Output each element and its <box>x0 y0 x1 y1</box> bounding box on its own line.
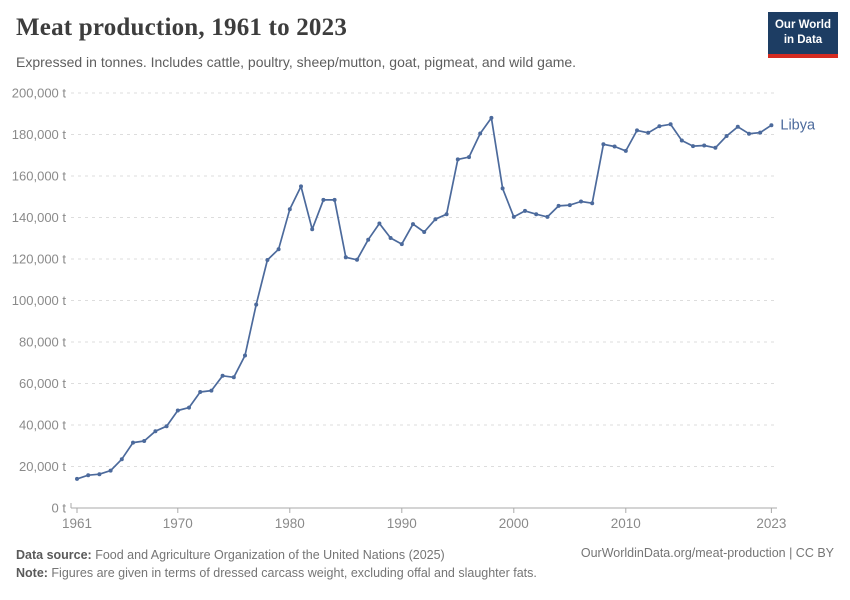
data-point-marker <box>164 424 169 429</box>
data-point-marker <box>97 472 102 477</box>
data-point-marker <box>321 197 326 202</box>
data-point-marker <box>231 375 236 380</box>
series-entity-label[interactable]: Libya <box>780 118 816 134</box>
data-point-marker <box>444 212 449 217</box>
note-label: Note: <box>16 566 48 581</box>
data-source-label: Data source: <box>16 548 92 562</box>
data-point-marker <box>388 236 393 240</box>
footer: Data source: Food and Agriculture Organi… <box>16 546 576 582</box>
data-point-marker <box>119 457 124 462</box>
data-point-marker <box>657 124 662 129</box>
data-point-marker <box>612 144 617 149</box>
data-point-marker <box>523 208 527 213</box>
data-point-marker <box>635 128 639 133</box>
data-point-marker <box>243 353 247 358</box>
x-axis-tick-label: 2000 <box>499 516 529 531</box>
owid-logo-accent-bar <box>768 53 838 58</box>
data-point-marker <box>332 197 337 202</box>
y-axis-tick-label: 40,000 t <box>19 418 66 433</box>
x-axis-tick-label: 1980 <box>275 516 305 531</box>
owid-logo-line2: in Data <box>783 33 823 46</box>
data-point-marker <box>276 247 281 252</box>
data-point-marker <box>646 130 651 135</box>
x-axis-tick-label: 2010 <box>611 516 641 531</box>
y-axis-tick-label: 120,000 t <box>12 252 67 267</box>
data-source-line: Data source: Food and Agriculture Organi… <box>16 546 576 564</box>
y-axis-tick-label: 140,000 t <box>12 210 67 225</box>
data-point-marker <box>511 214 516 219</box>
data-point-marker <box>343 255 348 260</box>
data-point-marker <box>75 476 79 481</box>
data-point-marker <box>758 130 763 135</box>
data-point-marker <box>679 138 684 143</box>
data-point-marker <box>567 203 572 208</box>
data-point-marker <box>220 373 225 378</box>
y-axis-tick-label: 160,000 t <box>12 169 67 184</box>
note-line: Note: Figures are given in terms of dres… <box>16 564 576 582</box>
data-point-marker <box>691 144 695 149</box>
y-axis-tick-label: 60,000 t <box>19 376 66 391</box>
data-point-marker <box>500 186 505 191</box>
y-axis-tick-label: 20,000 t <box>19 459 66 474</box>
data-source-text: Food and Agriculture Organization of the… <box>91 548 445 562</box>
data-point-marker <box>433 217 438 222</box>
y-axis-tick-label: 0 t <box>52 501 67 516</box>
data-point-marker <box>209 388 214 393</box>
x-axis-tick-label: 2023 <box>756 516 786 531</box>
data-point-marker <box>131 440 135 445</box>
y-axis-tick-label: 180,000 t <box>12 127 67 142</box>
owid-logo-text: Our World in Data <box>768 12 838 54</box>
footer-license-link[interactable]: OurWorldinData.org/meat-production | CC … <box>580 546 834 560</box>
data-point-marker <box>455 157 460 162</box>
data-point-marker <box>735 124 740 129</box>
data-point-marker <box>713 145 718 150</box>
page-title: Meat production, 1961 to 2023 <box>16 14 348 41</box>
data-point-marker <box>590 201 595 206</box>
data-point-marker <box>534 212 539 217</box>
data-point-marker <box>601 142 606 147</box>
data-point-marker <box>489 115 494 120</box>
data-point-marker <box>623 148 628 153</box>
data-point-marker <box>142 439 147 443</box>
data-point-marker <box>579 199 583 204</box>
x-axis-tick-label: 1970 <box>163 516 193 531</box>
data-point-marker <box>556 203 561 208</box>
data-point-marker <box>478 131 483 136</box>
data-point-marker <box>287 207 292 212</box>
data-point-marker <box>265 258 270 262</box>
data-point-marker <box>377 221 382 226</box>
data-point-marker <box>366 237 371 242</box>
data-point-marker <box>467 155 471 160</box>
x-axis-tick-label: 1961 <box>62 516 92 531</box>
data-point-marker <box>254 302 259 307</box>
note-text: Figures are given in terms of dressed ca… <box>47 566 537 581</box>
data-point-marker <box>355 257 359 262</box>
chart-subtitle: Expressed in tonnes. Includes cattle, po… <box>16 54 577 70</box>
data-point-marker <box>153 429 158 434</box>
data-point-marker <box>108 468 113 473</box>
data-point-marker <box>299 184 303 189</box>
data-point-marker <box>175 408 180 413</box>
data-point-marker <box>769 123 774 128</box>
data-point-marker <box>310 227 315 232</box>
owid-logo-line1: Our World <box>774 19 831 31</box>
y-axis-tick-label: 200,000 t <box>12 86 67 101</box>
data-point-marker <box>198 390 203 394</box>
data-point-marker <box>399 242 404 247</box>
data-point-marker <box>747 131 751 136</box>
y-axis-tick-label: 100,000 t <box>12 293 67 308</box>
data-point-marker <box>86 473 91 478</box>
data-point-marker <box>422 230 427 234</box>
data-point-marker <box>187 405 191 410</box>
x-axis-tick-label: 1990 <box>387 516 417 531</box>
data-point-marker <box>724 134 729 138</box>
data-point-marker <box>702 143 707 148</box>
y-axis-tick-label: 80,000 t <box>19 335 66 350</box>
owid-logo[interactable]: Our World in Data <box>768 12 838 58</box>
data-point-marker <box>545 214 550 219</box>
data-point-marker <box>668 122 673 127</box>
data-point-marker <box>411 222 415 227</box>
